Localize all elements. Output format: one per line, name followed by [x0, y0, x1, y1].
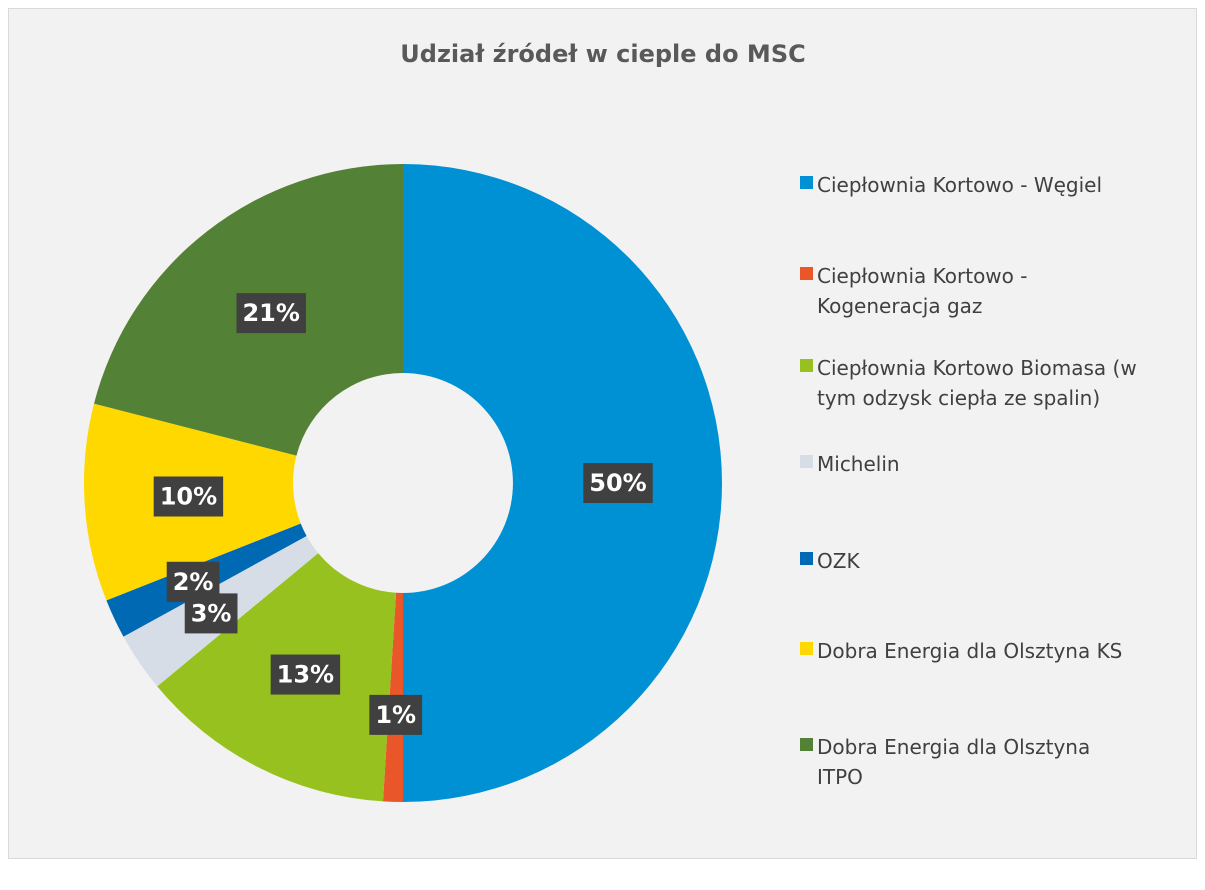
legend-item: Dobra Energia dla Olsztyna ITPO: [800, 732, 1140, 792]
donut-slice: [403, 164, 722, 802]
legend-swatch: [800, 176, 813, 189]
legend-label: Ciepłownia Kortowo Biomasa (w tym odzysk…: [817, 356, 1137, 410]
data-label: 10%: [160, 482, 217, 510]
legend-item: OZK: [800, 546, 1140, 576]
data-label: 13%: [277, 661, 334, 689]
data-label-box: [583, 463, 653, 503]
data-label-box: [236, 293, 306, 334]
legend-item: Ciepłownia Kortowo - Kogeneracja gaz: [800, 261, 1140, 321]
data-label: 1%: [375, 701, 416, 729]
legend-label: Michelin: [817, 452, 900, 476]
legend-label: Ciepłownia Kortowo - Węgiel: [817, 173, 1103, 197]
data-label: 50%: [589, 469, 646, 497]
data-label: 3%: [191, 599, 232, 627]
legend-swatch: [800, 738, 813, 751]
legend-label: Dobra Energia dla Olsztyna KS: [817, 639, 1123, 663]
legend-label: Dobra Energia dla Olsztyna ITPO: [817, 735, 1091, 789]
data-label-box: [369, 694, 423, 735]
legend-item: Dobra Energia dla Olsztyna KS: [800, 636, 1140, 666]
legend-swatch: [800, 642, 813, 655]
data-label-box: [153, 476, 224, 517]
legend-item: Ciepłownia Kortowo - Węgiel: [800, 170, 1140, 200]
data-label-box: [166, 561, 220, 602]
legend-swatch: [800, 552, 813, 565]
legend-swatch: [800, 455, 813, 468]
data-label: 21%: [242, 299, 299, 327]
legend-label: OZK: [817, 549, 860, 573]
data-label: 2%: [173, 568, 214, 596]
data-label-box: [270, 654, 341, 695]
legend-swatch: [800, 359, 813, 372]
legend-item: Ciepłownia Kortowo Biomasa (w tym odzysk…: [800, 353, 1140, 413]
legend-label: Ciepłownia Kortowo - Kogeneracja gaz: [817, 264, 1028, 318]
legend-item: Michelin: [800, 449, 1140, 479]
chart-title: Udział źródeł w cieple do MSC: [400, 40, 805, 68]
legend-swatch: [800, 267, 813, 280]
